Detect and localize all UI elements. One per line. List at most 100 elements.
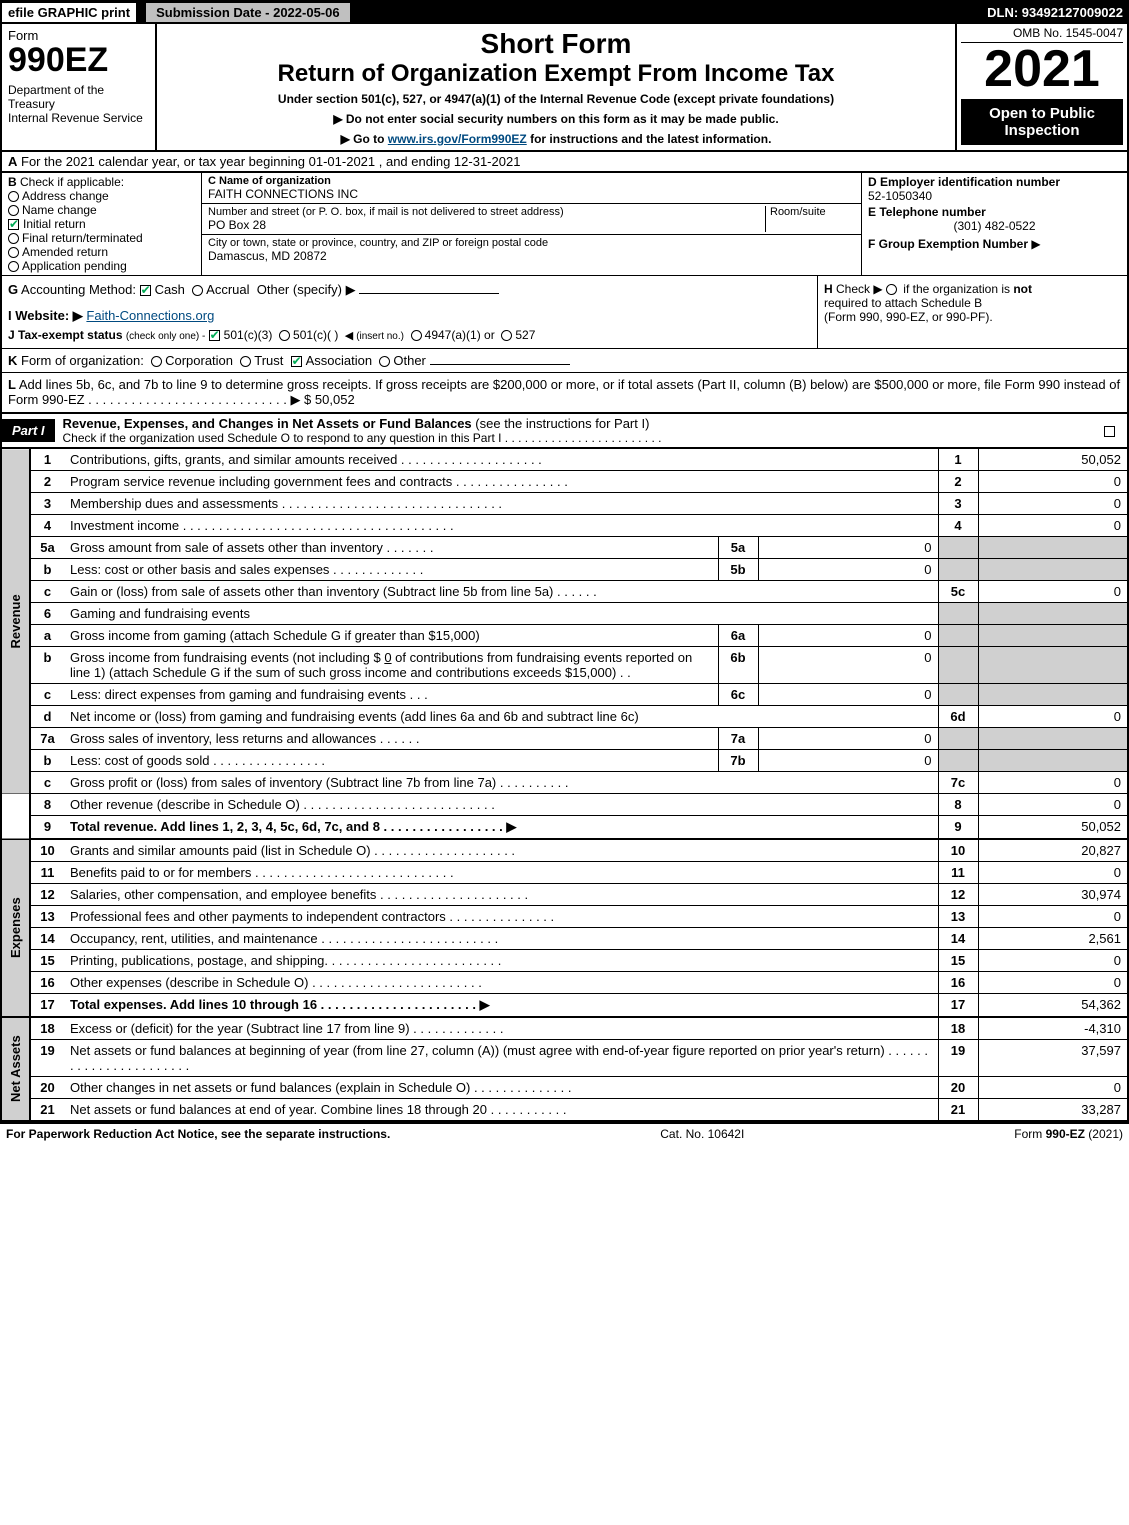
l8-amt: 0 xyxy=(978,794,1128,816)
l4-ref: 4 xyxy=(938,515,978,537)
col-b-check-0[interactable] xyxy=(8,191,19,202)
form-header-center: Short Form Return of Organization Exempt… xyxy=(157,24,957,150)
accrual-checkbox[interactable] xyxy=(192,285,203,296)
cash-label: Cash xyxy=(155,282,185,297)
l6b-dund: 0 xyxy=(384,650,391,665)
col-def: D Employer identification number 52-1050… xyxy=(862,173,1127,275)
l5a-sub: 5a xyxy=(718,537,758,559)
footer-right-bold: 990-EZ xyxy=(1046,1127,1085,1141)
h-mid: if the organization is xyxy=(903,282,1013,296)
line-20: 20 Other changes in net assets or fund b… xyxy=(1,1077,1128,1099)
j-501c3-check[interactable] xyxy=(209,330,220,341)
row-k: K Form of organization: Corporation Trus… xyxy=(0,349,1129,373)
line-7c: c Gross profit or (loss) from sales of i… xyxy=(1,772,1128,794)
l6-desc: Gaming and fundraising events xyxy=(64,603,938,625)
dept-treasury: Department of the Treasury Internal Reve… xyxy=(8,83,149,125)
city-label: City or town, state or province, country… xyxy=(208,237,855,249)
l20-ref: 20 xyxy=(938,1077,978,1099)
l10-amt: 20,827 xyxy=(978,839,1128,862)
org-name: FAITH CONNECTIONS INC xyxy=(208,187,855,201)
l3-ref: 3 xyxy=(938,493,978,515)
ein: 52-1050340 xyxy=(868,189,1121,203)
l4-desc: Investment income . . . . . . . . . . . … xyxy=(64,515,938,537)
l1-ref: 1 xyxy=(938,449,978,471)
other-specify-line[interactable] xyxy=(359,293,499,294)
col-b-check-1[interactable] xyxy=(8,205,19,216)
l6a-num: a xyxy=(30,625,64,647)
dln: DLN: 93492127009022 xyxy=(987,5,1129,20)
l6-amt xyxy=(978,603,1128,625)
l5a-subval: 0 xyxy=(758,537,938,559)
phone: (301) 482-0522 xyxy=(868,219,1121,233)
part1-checkbox[interactable] xyxy=(1104,426,1115,437)
k-trust-check[interactable] xyxy=(240,356,251,367)
j-501c3: 501(c)(3) xyxy=(224,328,273,342)
l7c-amt: 0 xyxy=(978,772,1128,794)
open-inspection: Open to Public Inspection xyxy=(961,99,1123,145)
l10-desc: Grants and similar amounts paid (list in… xyxy=(64,839,938,862)
col-b-label-0: Address change xyxy=(22,189,109,203)
ein-label: D Employer identification number xyxy=(868,175,1121,189)
k-assoc: Association xyxy=(306,353,372,368)
l6c-desc: Less: direct expenses from gaming and fu… xyxy=(64,684,718,706)
h-checkbox[interactable] xyxy=(886,284,897,295)
k-corp-check[interactable] xyxy=(151,356,162,367)
l7a-subval: 0 xyxy=(758,728,938,750)
l14-num: 14 xyxy=(30,928,64,950)
j-501c-check[interactable] xyxy=(279,330,290,341)
k-other: Other xyxy=(393,353,426,368)
cash-checkbox[interactable] xyxy=(140,285,151,296)
col-b-check-5[interactable] xyxy=(8,261,19,272)
l5a-desc: Gross amount from sale of assets other t… xyxy=(64,537,718,559)
l17-amt: 54,362 xyxy=(978,994,1128,1018)
l6-num: 6 xyxy=(30,603,64,625)
l19-num: 19 xyxy=(30,1040,64,1077)
col-b-check-3[interactable] xyxy=(8,233,19,244)
j-527-check[interactable] xyxy=(501,330,512,341)
l6a-ref xyxy=(938,625,978,647)
l6-ref xyxy=(938,603,978,625)
col-b-item-1: Name change xyxy=(8,203,195,217)
row-g: G Accounting Method: Cash Accrual Other … xyxy=(2,276,817,348)
top-bar: efile GRAPHIC print Submission Date - 20… xyxy=(0,0,1129,24)
k-other-line[interactable] xyxy=(430,364,570,365)
l6c-ref xyxy=(938,684,978,706)
col-b-item-5: Application pending xyxy=(8,259,195,273)
l8-num: 8 xyxy=(30,794,64,816)
k-other-check[interactable] xyxy=(379,356,390,367)
j-501c: 501(c)( ) xyxy=(293,328,338,342)
j-4947-check[interactable] xyxy=(411,330,422,341)
j-sub: (check only one) - xyxy=(126,331,205,342)
i-lead: I Website: ▶ xyxy=(8,308,83,323)
col-c: C Name of organization FAITH CONNECTIONS… xyxy=(202,173,862,275)
line-19: 19 Net assets or fund balances at beginn… xyxy=(1,1040,1128,1077)
l14-ref: 14 xyxy=(938,928,978,950)
col-b-check-4[interactable] xyxy=(8,247,19,258)
form-number: 990EZ xyxy=(8,43,149,77)
l18-num: 18 xyxy=(30,1017,64,1040)
efile-print[interactable]: efile GRAPHIC print xyxy=(0,1,138,24)
line-11: 11 Benefits paid to or for members . . .… xyxy=(1,862,1128,884)
l21-num: 21 xyxy=(30,1099,64,1122)
goto-link[interactable]: www.irs.gov/Form990EZ xyxy=(388,132,527,146)
form-header-right: OMB No. 1545-0047 2021 Open to Public In… xyxy=(957,24,1127,150)
l7b-subval: 0 xyxy=(758,750,938,772)
col-b-check-2[interactable] xyxy=(8,219,19,230)
l6b-num: b xyxy=(30,647,64,684)
l6a-amt xyxy=(978,625,1128,647)
page-footer: For Paperwork Reduction Act Notice, see … xyxy=(0,1122,1129,1144)
vtab-revenue: Revenue xyxy=(1,449,30,794)
l15-amt: 0 xyxy=(978,950,1128,972)
website-link[interactable]: Faith-Connections.org xyxy=(86,308,214,323)
l16-desc: Other expenses (describe in Schedule O) … xyxy=(64,972,938,994)
street: PO Box 28 xyxy=(208,218,765,232)
l20-num: 20 xyxy=(30,1077,64,1099)
l1-amt: 50,052 xyxy=(978,449,1128,471)
k-assoc-check[interactable] xyxy=(291,356,302,367)
h-not: not xyxy=(1013,282,1032,296)
row-h: H Check ▶ if the organization is not req… xyxy=(817,276,1127,348)
col-b-item-2: Initial return xyxy=(8,217,195,231)
line-5a: 5a Gross amount from sale of assets othe… xyxy=(1,537,1128,559)
g-label: Accounting Method: xyxy=(21,282,136,297)
l7b-sub: 7b xyxy=(718,750,758,772)
